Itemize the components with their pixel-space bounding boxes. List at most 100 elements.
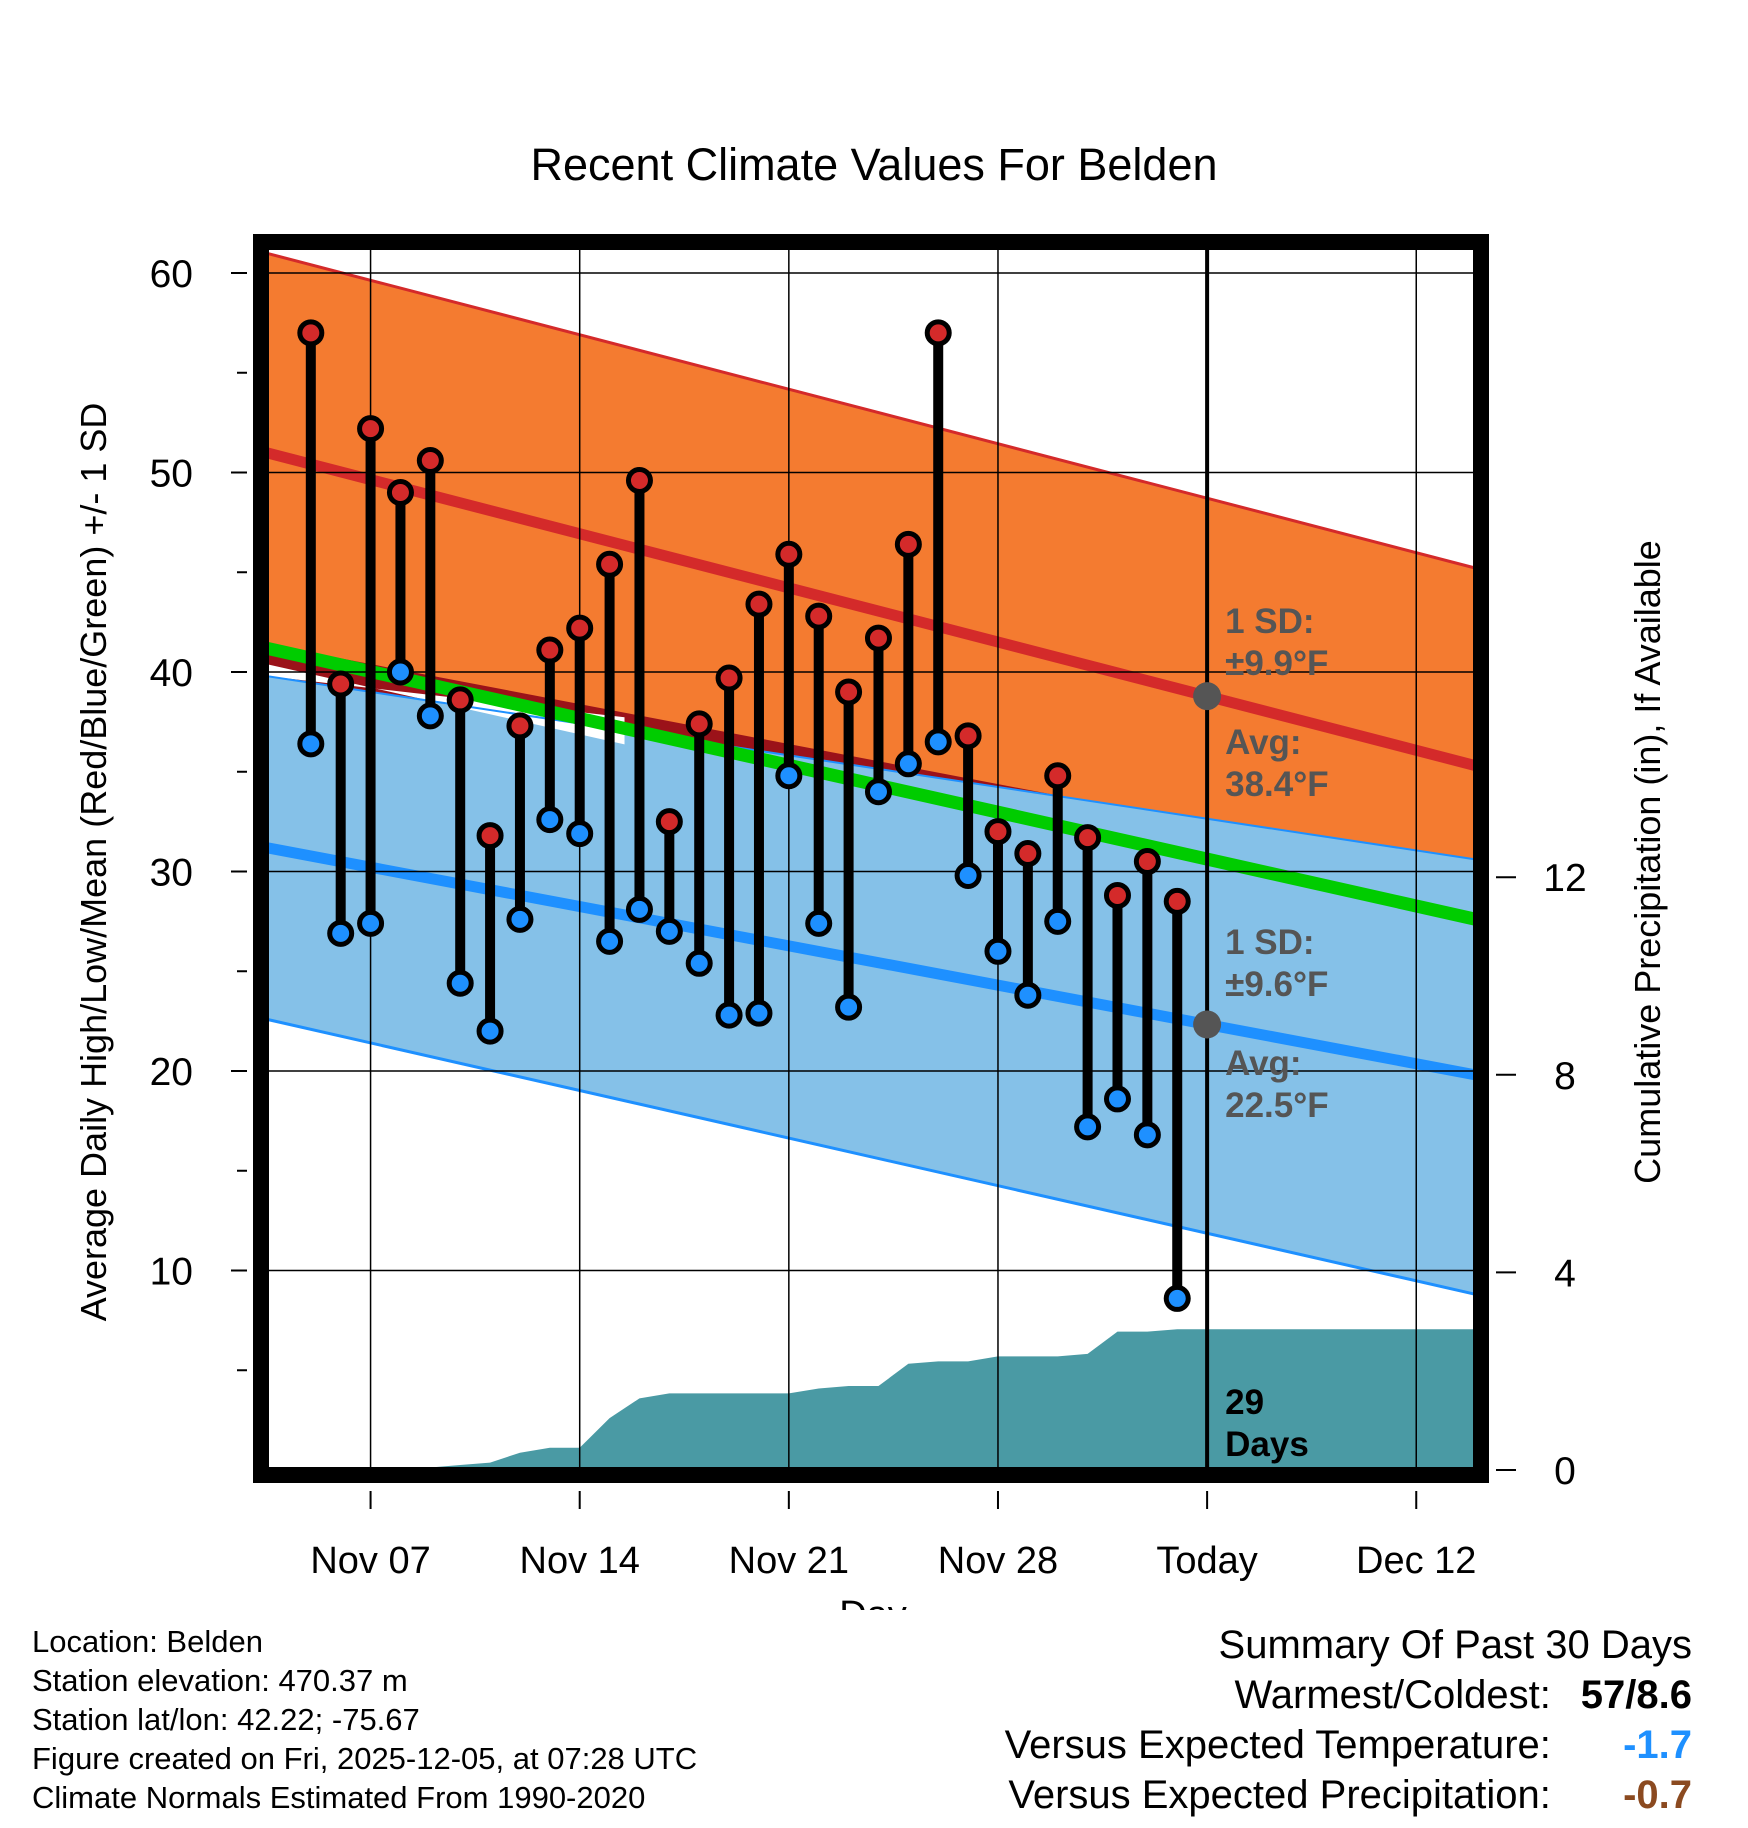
obs-high-point	[685, 710, 713, 738]
obs-high-point	[1103, 881, 1131, 909]
obs-high-point	[625, 466, 653, 494]
today-low-avg-dot	[1193, 1010, 1222, 1039]
x-tick-label: Today	[1156, 1540, 1257, 1582]
obs-high-point	[775, 540, 803, 568]
obs-high-point	[357, 415, 385, 443]
obs-low-point	[357, 909, 385, 937]
right-tick-label: 4	[1554, 1252, 1576, 1295]
obs-low-point	[416, 702, 444, 730]
obs-high-point	[536, 636, 564, 664]
x-tick-label: Nov 21	[729, 1540, 849, 1582]
low-sd-label: 1 SD:	[1225, 923, 1314, 962]
obs-low-point	[775, 762, 803, 790]
left-tick-label: 20	[150, 1051, 193, 1094]
days-word: Days	[1225, 1425, 1309, 1464]
high-sd-label: 1 SD:	[1225, 602, 1314, 641]
low-sd-value: ±9.6°F	[1225, 965, 1328, 1004]
obs-high-point	[1074, 824, 1102, 852]
warmest-value: 57/8.6	[1580, 1673, 1692, 1717]
low-avg-label: Avg:	[1225, 1044, 1301, 1083]
summary-precip-row: Versus Expected Precipitation: -0.7	[1005, 1770, 1692, 1820]
latlon-text: Station lat/lon: 42.22; -75.67	[32, 1702, 420, 1737]
obs-high-point	[984, 818, 1012, 846]
obs-high-point	[805, 602, 833, 630]
mean-gap-band	[266, 644, 1476, 876]
plot-frame	[253, 234, 1489, 1483]
left-tick-label: 10	[150, 1251, 193, 1294]
x-axis-label: Day	[839, 1594, 907, 1610]
obs-low-point	[476, 1017, 504, 1045]
normal-high-line	[264, 447, 1478, 772]
obs-low-point	[984, 937, 1012, 965]
obs-high-point	[954, 722, 982, 750]
obs-low-point	[536, 806, 564, 834]
left-tick-label: 50	[150, 453, 193, 496]
obs-low-point	[327, 919, 355, 947]
obs-low-point	[1103, 1085, 1131, 1113]
summary-title: Summary Of Past 30 Days	[1218, 1623, 1692, 1667]
high-sd-value: ±9.9°F	[1225, 644, 1328, 683]
summary-temp-row: Versus Expected Temperature: -1.7	[1005, 1720, 1692, 1770]
obs-low-point	[655, 917, 683, 945]
right-tick-label: 12	[1543, 857, 1586, 900]
obs-low-point	[1163, 1284, 1191, 1312]
chart-title: Recent Climate Values For Belden	[531, 139, 1218, 190]
obs-low-point	[566, 820, 594, 848]
obs-low-point	[625, 895, 653, 923]
created-text: Figure created on Fri, 2025-12-05, at 07…	[32, 1741, 698, 1776]
obs-high-point	[1163, 887, 1191, 915]
obs-low-point	[954, 861, 982, 889]
obs-high-point	[446, 686, 474, 714]
x-tick-label: Dec 12	[1356, 1540, 1476, 1582]
obs-high-point	[894, 530, 922, 558]
y-axis-label-left: Average Daily High/Low/Mean (Red/Blue/Gr…	[73, 403, 114, 1322]
obs-low-point	[715, 1001, 743, 1029]
precip-label: Versus Expected Precipitation:	[1008, 1773, 1551, 1817]
left-tick-label: 30	[150, 852, 193, 895]
obs-low-point	[924, 728, 952, 756]
obs-low-point	[596, 927, 624, 955]
location-text: Location: Belden	[32, 1624, 263, 1659]
obs-high-point	[835, 678, 863, 706]
obs-high-point	[924, 319, 952, 347]
obs-high-point	[327, 670, 355, 698]
left-tick-label: 60	[150, 253, 193, 296]
elevation-text: Station elevation: 470.37 m	[32, 1663, 408, 1698]
obs-high-point	[864, 624, 892, 652]
obs-high-point	[506, 712, 534, 740]
obs-low-point	[297, 730, 325, 758]
obs-low-point	[1133, 1121, 1161, 1149]
warmest-label: Warmest/Coldest:	[1234, 1673, 1551, 1717]
obs-low-point	[1014, 981, 1042, 1009]
obs-low-point	[1044, 907, 1072, 935]
mean-white-gap	[266, 664, 625, 745]
obs-low-point	[685, 949, 713, 977]
high-avg-value: 38.4°F	[1225, 765, 1329, 804]
summary-panel: Summary Of Past 30 Days Warmest/Coldest:…	[1005, 1620, 1692, 1820]
normal-low-line	[264, 842, 1478, 1081]
obs-high-point	[745, 590, 773, 618]
high-avg-label: Avg:	[1225, 723, 1301, 762]
obs-high-point	[386, 478, 414, 506]
obs-high-point	[655, 808, 683, 836]
obs-low-point	[835, 993, 863, 1021]
obs-low-point	[805, 909, 833, 937]
x-tick-label: Nov 14	[520, 1540, 640, 1582]
obs-high-point	[715, 664, 743, 692]
obs-high-point	[416, 447, 444, 475]
right-tick-label: 8	[1554, 1055, 1576, 1098]
left-tick-label: 40	[150, 652, 193, 695]
high-sd-upper-line	[265, 251, 1477, 570]
right-tick-label: 0	[1554, 1450, 1576, 1493]
x-tick-label: Nov 07	[310, 1540, 430, 1582]
station-info: Location: Belden Station elevation: 470.…	[32, 1622, 697, 1817]
low-avg-value: 22.5°F	[1225, 1086, 1329, 1125]
x-tick-label: Nov 28	[938, 1540, 1058, 1582]
obs-high-point	[566, 614, 594, 642]
today-high-avg-dot	[1193, 682, 1222, 711]
obs-low-point	[745, 999, 773, 1027]
temp-value: -1.7	[1623, 1723, 1692, 1767]
obs-high-point	[1014, 840, 1042, 868]
summary-warmest-row: Warmest/Coldest: 57/8.6	[1005, 1670, 1693, 1720]
